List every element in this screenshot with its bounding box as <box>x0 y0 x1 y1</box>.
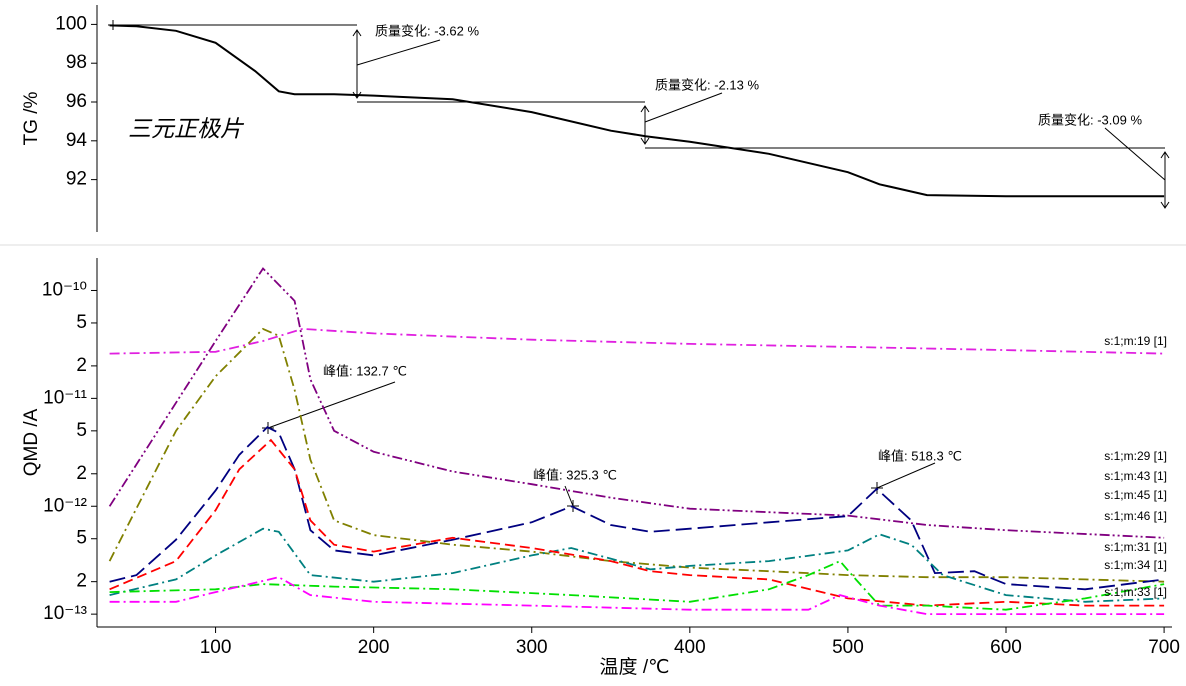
legend-label: s:1;m:29 [1] <box>1104 449 1167 463</box>
x-tick-label: 200 <box>358 637 390 658</box>
series-line <box>109 527 1165 603</box>
series-line <box>108 267 1165 539</box>
x-axis-label: 温度 /℃ <box>600 656 670 678</box>
legend-label: s:1;m:33 [1] <box>1104 585 1167 599</box>
y-tick-label: 5 <box>76 312 87 333</box>
x-tick-label: 700 <box>1148 637 1180 658</box>
y-tick-label: 10⁻¹⁰ <box>42 279 87 300</box>
legend-label: s:1;m:31 [1] <box>1104 540 1167 554</box>
series-line <box>108 327 1165 583</box>
annotation: 三元正极片 <box>128 116 245 141</box>
x-tick-label: 300 <box>516 637 548 658</box>
annotation: 质量变化: -2.13 % <box>655 77 759 92</box>
y-tick-label: 2 <box>76 355 87 376</box>
series-line <box>109 576 1165 615</box>
legend-label: s:1;m:34 [1] <box>1104 558 1167 572</box>
y-tick-label: 94 <box>66 130 88 151</box>
y-tick-label: 100 <box>55 13 87 34</box>
series-line <box>109 24 1165 198</box>
series-line <box>109 560 1165 611</box>
y-tick-label: 2 <box>76 463 87 484</box>
y-tick-label: 5 <box>76 420 87 441</box>
y-tick-label: 10⁻¹³ <box>43 603 87 624</box>
annotation: 质量变化: -3.09 % <box>1038 112 1142 127</box>
x-tick-label: 600 <box>990 637 1022 658</box>
annotation: 质量变化: -3.62 % <box>375 23 479 38</box>
series-line <box>109 426 1165 591</box>
mass-change-brackets <box>108 20 1170 209</box>
y-tick-label: 10⁻¹² <box>43 495 87 516</box>
x-tick-label: 400 <box>674 637 706 658</box>
legend-label: s:1;m:45 [1] <box>1104 488 1167 502</box>
legend-label: s:1;m:19 [1] <box>1104 334 1167 348</box>
annotation: 峰值: 518.3 ℃ <box>878 448 962 463</box>
series-line <box>109 438 1165 607</box>
annotation: 峰值: 325.3 ℃ <box>533 467 617 482</box>
y-tick-label: 96 <box>66 91 87 112</box>
annotation: 峰值: 132.7 ℃ <box>323 363 407 378</box>
y-tick-label: 92 <box>66 169 87 190</box>
y-tick-label: 98 <box>66 52 87 73</box>
legend-label: s:1;m:43 [1] <box>1104 469 1167 483</box>
y-axis-label: TG /% <box>21 91 42 145</box>
y-tick-label: 10⁻¹¹ <box>43 387 87 408</box>
legend-label: s:1;m:46 [1] <box>1104 509 1167 523</box>
y-axis-label: QMD /A <box>21 408 42 476</box>
y-tick-label: 2 <box>76 571 87 592</box>
y-tick-label: 5 <box>76 528 87 549</box>
x-tick-label: 500 <box>832 637 864 658</box>
x-tick-label: 100 <box>200 637 232 658</box>
series-line <box>109 327 1165 355</box>
